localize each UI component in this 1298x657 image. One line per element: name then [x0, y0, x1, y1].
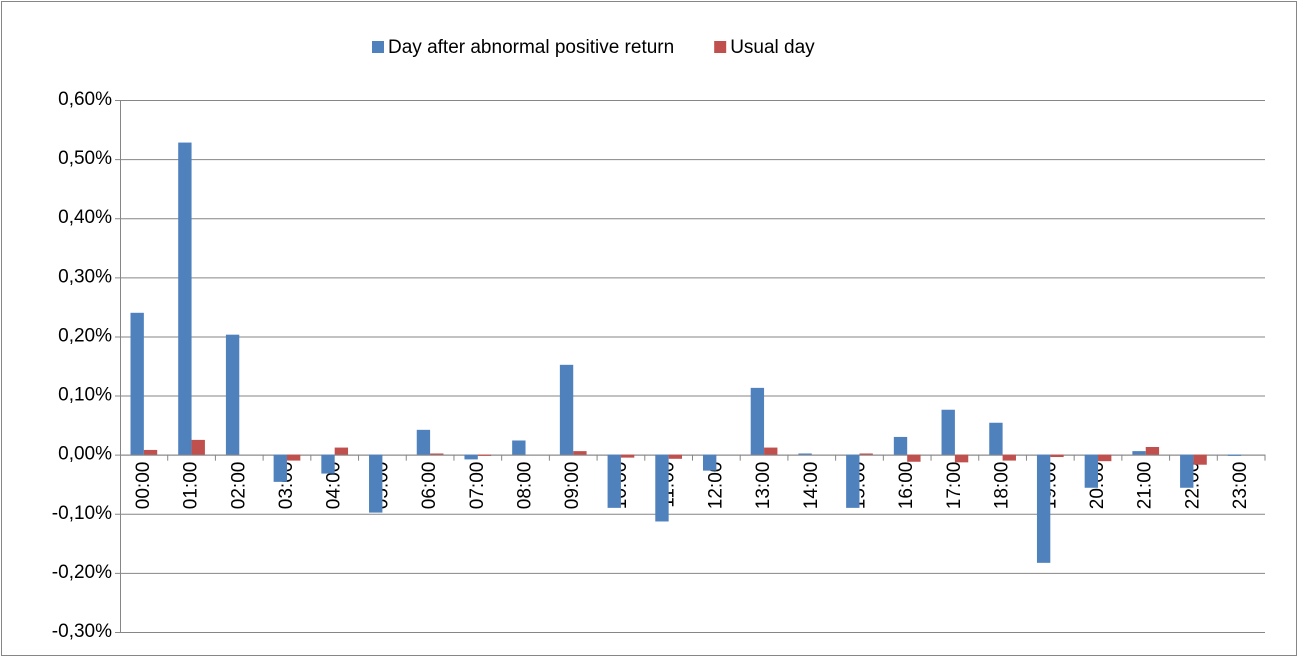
- bar: [798, 453, 812, 455]
- legend-label: Day after abnormal positive return: [388, 37, 674, 58]
- x-tick-label: 02:00: [228, 462, 249, 510]
- x-tick-label: 13:00: [753, 462, 774, 510]
- bar: [846, 454, 860, 508]
- x-tick-label: 21:00: [1135, 462, 1156, 510]
- bar: [573, 451, 587, 455]
- bar: [143, 449, 158, 455]
- bar: [668, 454, 683, 459]
- bar: [607, 454, 621, 508]
- bar: [464, 454, 478, 460]
- bar: [1180, 454, 1194, 488]
- bar: [1002, 454, 1016, 461]
- bar: [286, 454, 301, 461]
- bar: [225, 334, 240, 455]
- x-tick-label: 12:00: [705, 462, 726, 510]
- bar: [178, 142, 192, 455]
- x-tick-label: 18:00: [992, 462, 1013, 510]
- bar: [1145, 446, 1160, 455]
- bar: [334, 447, 349, 455]
- x-tick-label: 01:00: [181, 462, 202, 510]
- x-tick-label: 16:00: [896, 462, 917, 510]
- bar: [1036, 454, 1051, 563]
- x-tick-label: 23:00: [1230, 462, 1251, 510]
- x-tick-label: 08:00: [515, 462, 536, 510]
- y-tick-label: 0,00%: [58, 444, 112, 465]
- bar: [764, 447, 778, 455]
- legend-label: Usual day: [730, 37, 815, 58]
- y-tick-label: -0,10%: [52, 503, 112, 524]
- bar: [477, 454, 492, 456]
- bar: [512, 440, 526, 455]
- y-tick-label: 0,40%: [58, 207, 112, 228]
- bar: [1132, 451, 1146, 455]
- y-tick-label: 0,30%: [58, 266, 112, 287]
- bar: [191, 439, 205, 455]
- x-tick-label: 00:00: [133, 462, 154, 510]
- bar: [750, 387, 765, 455]
- bar: [954, 454, 969, 463]
- bar: [321, 454, 335, 474]
- bar: [1098, 454, 1112, 462]
- bar: [416, 429, 431, 455]
- legend-swatch: [372, 41, 384, 53]
- bar: [273, 454, 287, 482]
- y-tick-label: 0,50%: [58, 148, 112, 169]
- bar: [1227, 454, 1242, 456]
- x-tick-label: 14:00: [801, 462, 822, 510]
- bar: [1084, 454, 1099, 488]
- x-tick-label: 17:00: [944, 462, 965, 510]
- x-tick-label: 06:00: [419, 462, 440, 510]
- bar: [702, 454, 717, 471]
- bar: [369, 454, 383, 513]
- y-tick-label: 0,10%: [58, 385, 112, 406]
- legend-swatch: [714, 41, 727, 53]
- bar: [620, 454, 635, 458]
- x-tick-label: 07:00: [467, 462, 488, 510]
- bar: [430, 453, 444, 455]
- bar: [907, 454, 921, 462]
- y-tick-label: -0,30%: [52, 621, 112, 642]
- bar: [893, 436, 908, 455]
- bar: [941, 409, 955, 455]
- bar: [1050, 454, 1064, 458]
- bar: [130, 312, 144, 455]
- bar: [859, 453, 873, 455]
- x-tick-label: 09:00: [562, 462, 583, 510]
- bar: [989, 422, 1003, 455]
- y-tick-label: 0,60%: [58, 89, 112, 110]
- y-tick-label: -0,20%: [52, 562, 112, 583]
- bar: [559, 364, 574, 455]
- bar: [655, 454, 669, 522]
- y-tick-label: 0,20%: [58, 325, 112, 346]
- bar: [1193, 454, 1207, 465]
